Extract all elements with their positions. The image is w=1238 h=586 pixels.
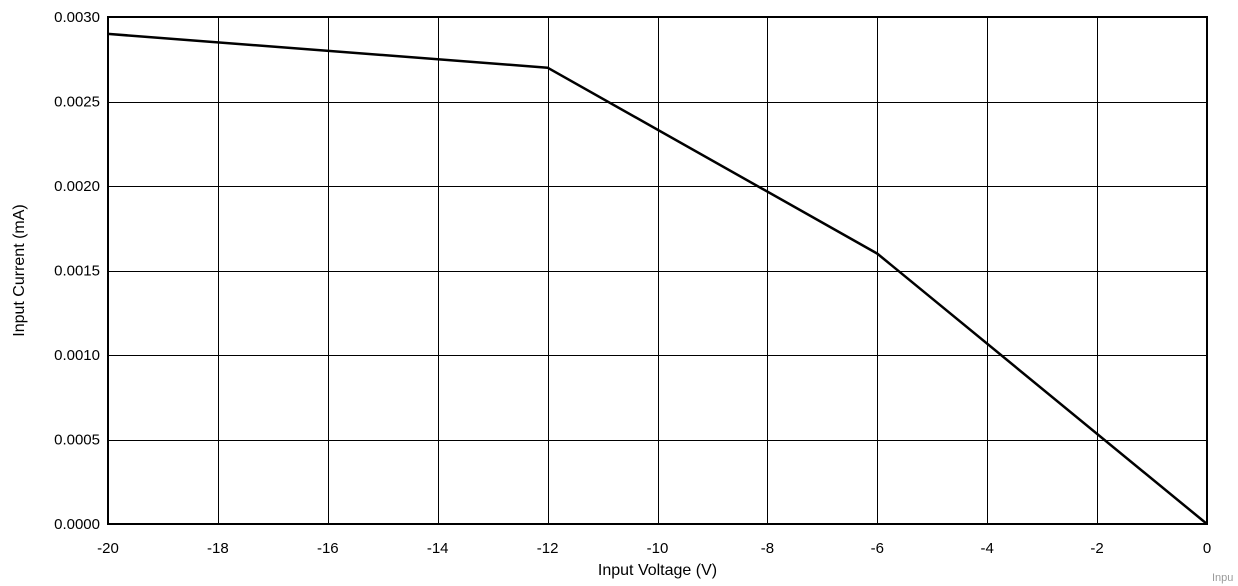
- y-tick-label: 0.0020: [54, 178, 100, 195]
- x-tick-label: -14: [427, 540, 449, 557]
- x-tick-label: -12: [537, 540, 559, 557]
- y-tick-label: 0.0010: [54, 347, 100, 364]
- x-tick-label: -16: [317, 540, 339, 557]
- x-tick-label: -6: [871, 540, 884, 557]
- y-axis-ticks: 0.0000 0.0005 0.0010 0.0015 0.0020 0.0025 0.00…: [54, 9, 100, 533]
- y-tick-label: 0.0005: [54, 432, 100, 449]
- x-tick-label: -20: [97, 540, 119, 557]
- x-tick-label: -18: [207, 540, 229, 557]
- y-tick-label: 0.0030: [54, 9, 100, 26]
- x-axis-ticks: -20 -18 -16 -14 -12 -10 -8 -6 -4 -2 0: [97, 540, 1211, 557]
- x-tick-label: -2: [1090, 540, 1103, 557]
- x-axis-label: Input Voltage (V): [598, 562, 717, 579]
- x-tick-label: -8: [761, 540, 774, 557]
- x-tick-label: -10: [647, 540, 669, 557]
- watermark-text: Inpu: [1212, 572, 1233, 584]
- y-tick-label: 0.0025: [54, 94, 100, 111]
- x-tick-label: -4: [981, 540, 994, 557]
- plot-frame: [107, 16, 1208, 525]
- gridlines: [108, 17, 1208, 525]
- y-tick-label: 0.0015: [54, 263, 100, 280]
- series-group: [107, 32, 1208, 525]
- series-line: [107, 32, 1208, 525]
- y-axis-label: Input Current (mA): [11, 204, 28, 336]
- x-tick-label: 0: [1203, 540, 1211, 557]
- y-tick-label: 0.0000: [54, 516, 100, 533]
